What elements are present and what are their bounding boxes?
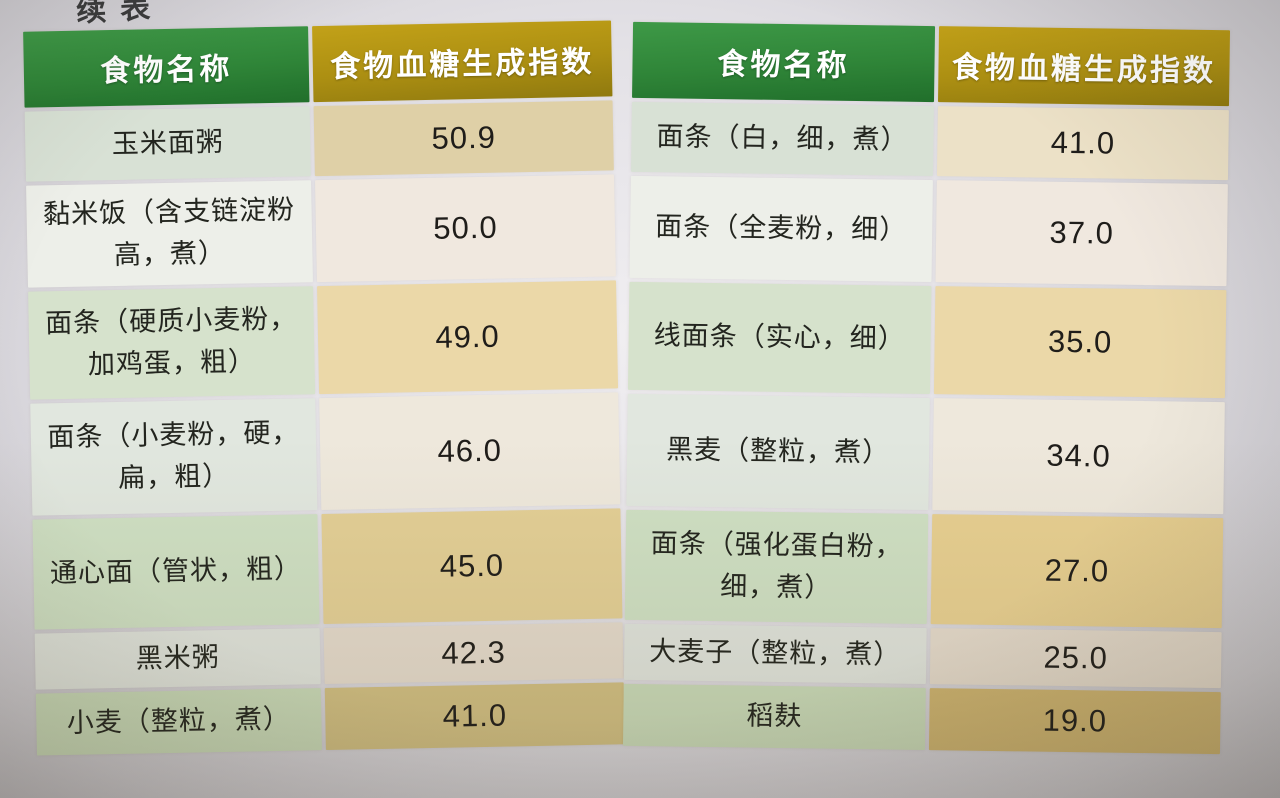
gi-value-cell: 50.0	[315, 174, 616, 283]
gi-value-cell: 41.0	[936, 106, 1229, 181]
gi-value-cell: 46.0	[319, 392, 621, 511]
gi-value-cell: 35.0	[933, 286, 1227, 399]
column-header-gi-index: 食物血糖生成指数	[937, 26, 1231, 107]
gi-table-right: 食物名称 食物血糖生成指数 面条（白，细，煮） 41.0 面条（全麦粉，细） 3…	[622, 21, 1231, 755]
gi-value-cell: 42.3	[323, 622, 624, 685]
food-name-cell: 小麦（整粒，煮）	[35, 688, 322, 756]
gi-value-cell: 19.0	[928, 688, 1221, 755]
gi-value-cell: 50.9	[313, 100, 614, 177]
food-name-cell: 黑麦（整粒，煮）	[626, 393, 930, 511]
food-name-cell: 黏米饭（含支链淀粉高，煮）	[26, 180, 313, 288]
food-name-cell: 线面条（实心，细）	[627, 281, 932, 395]
gi-value-cell: 49.0	[317, 280, 619, 395]
food-name-cell: 面条（小麦粉，硬，扁，粗）	[30, 398, 318, 516]
gi-value-cell: 45.0	[321, 508, 623, 625]
gi-table-left: 食物名称 食物血糖生成指数 玉米面粥 50.9 黏米饭（含支链淀粉高，煮） 50…	[23, 20, 625, 756]
gi-value-cell: 25.0	[929, 628, 1222, 689]
food-name-cell: 面条（硬质小麦粉，加鸡蛋，粗）	[28, 286, 316, 400]
food-name-cell: 黑米粥	[34, 628, 321, 690]
food-name-cell: 面条（强化蛋白粉，细，煮）	[624, 509, 929, 625]
gi-value-cell: 34.0	[932, 398, 1225, 515]
gi-value-cell: 41.0	[324, 682, 625, 751]
food-name-cell: 通心面（管状，粗）	[32, 514, 320, 630]
food-name-cell: 面条（全麦粉，细）	[629, 175, 933, 283]
food-name-cell: 玉米面粥	[24, 106, 311, 182]
food-name-cell: 稻麸	[622, 683, 926, 751]
column-header-gi-index: 食物血糖生成指数	[312, 20, 613, 103]
gi-value-cell: 27.0	[930, 514, 1224, 629]
gi-value-cell: 37.0	[935, 180, 1228, 287]
food-name-cell: 面条（白，细，煮）	[630, 101, 934, 177]
column-header-food-name: 食物名称	[632, 21, 936, 103]
continued-table-label: 续表	[75, 0, 165, 29]
column-header-food-name: 食物名称	[23, 26, 310, 108]
food-name-cell: 大麦子（整粒，煮）	[623, 623, 927, 685]
